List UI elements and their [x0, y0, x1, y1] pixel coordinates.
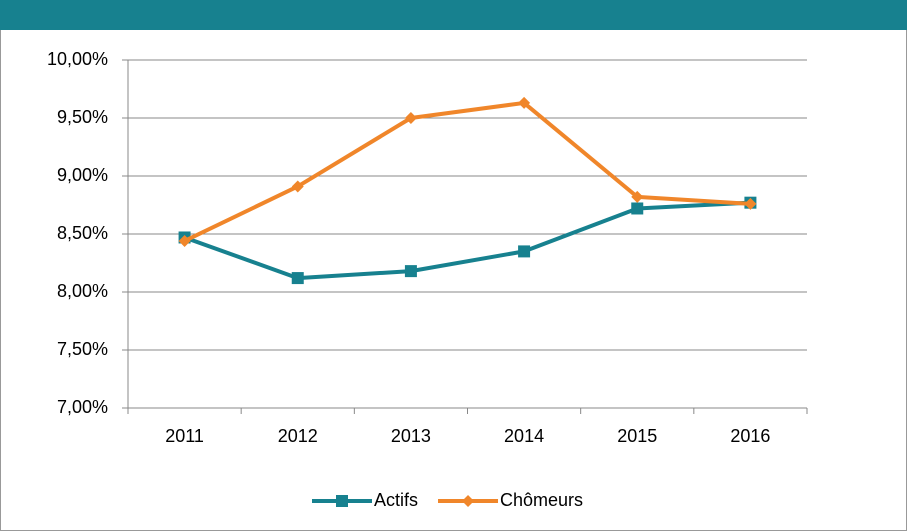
y-tick-label: 7,00%: [57, 397, 108, 417]
marker: [291, 180, 304, 193]
legend-label: Chômeurs: [500, 490, 583, 510]
x-tick-label: 2011: [165, 426, 204, 446]
marker: [462, 495, 475, 507]
y-tick-label: 8,00%: [57, 281, 108, 301]
x-tick-label: 2016: [730, 426, 770, 446]
marker: [518, 245, 531, 258]
y-tick-label: 8,50%: [57, 223, 108, 243]
title-bar: [0, 0, 907, 30]
y-tick-label: 7,50%: [57, 339, 108, 359]
x-tick-label: 2013: [391, 426, 431, 446]
legend-label: Actifs: [374, 490, 418, 510]
marker: [178, 234, 191, 247]
y-tick-label: 9,50%: [57, 107, 108, 127]
marker: [336, 495, 348, 507]
x-tick-label: 2012: [278, 426, 318, 446]
x-tick-label: 2014: [504, 426, 544, 446]
marker: [404, 265, 417, 278]
marker: [404, 112, 417, 124]
y-tick-label: 10,00%: [47, 49, 108, 69]
marker: [631, 190, 644, 203]
marker: [291, 272, 304, 285]
marker: [631, 202, 644, 215]
x-tick-label: 2015: [617, 426, 657, 446]
series-line: [183, 100, 751, 243]
y-tick-label: 9,00%: [57, 165, 108, 185]
marker: [744, 197, 757, 210]
marker: [518, 96, 531, 109]
series-line: [183, 200, 751, 281]
